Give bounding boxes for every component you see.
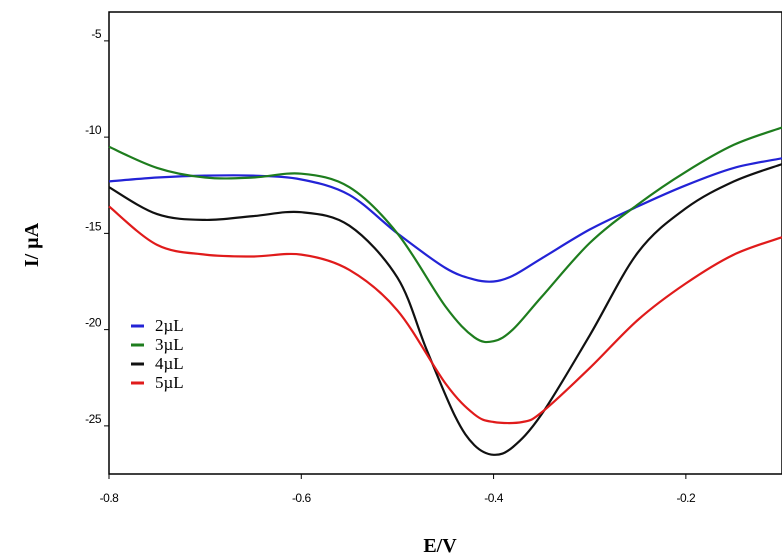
series-line-2 — [108, 126, 782, 344]
series-line-3 — [108, 163, 782, 456]
x-axis-title: E/V — [423, 535, 457, 557]
series-line-4 — [108, 205, 782, 425]
y-tick-label: -15 — [85, 219, 102, 233]
y-axis-title: I/ µA — [21, 222, 43, 267]
y-axis-ticks: -5 -10 -15 -20 -25 — [85, 27, 109, 427]
legend-label: 2µL — [155, 316, 184, 335]
y-tick-label: -20 — [85, 316, 102, 330]
y-tick-label: -10 — [85, 123, 102, 137]
x-tick-label: -0.4 — [484, 491, 504, 505]
legend-label: 4µL — [155, 354, 184, 373]
series-layer — [108, 126, 782, 456]
plot-frame — [108, 11, 782, 475]
legend-label: 5µL — [155, 373, 184, 392]
x-tick-label: -0.6 — [292, 491, 312, 505]
y-tick-label: -25 — [85, 412, 102, 426]
x-tick-label: -0.8 — [100, 491, 120, 505]
legend-label: 3µL — [155, 335, 184, 354]
y-tick-label: -5 — [91, 27, 101, 41]
series-line-1 — [108, 157, 782, 283]
x-axis-ticks: -0.8 -0.6 -0.4 -0.2 — [100, 474, 697, 505]
x-tick-label: -0.2 — [677, 491, 697, 505]
